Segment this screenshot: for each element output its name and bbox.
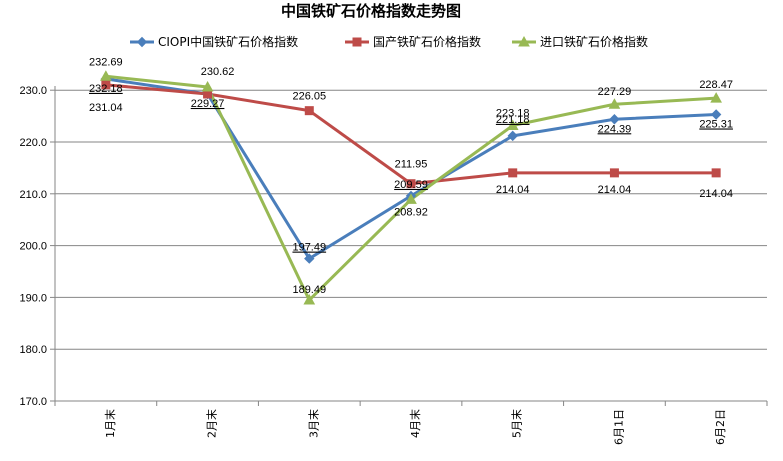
point-series-2	[304, 106, 314, 116]
chart-title: 中国铁矿石价格指数走势图	[281, 2, 461, 20]
point-series-1	[507, 130, 518, 142]
point-series-3	[100, 70, 112, 81]
point-series-3	[608, 98, 621, 109]
data-label: 221.18	[496, 114, 530, 126]
legend-marker-1	[136, 36, 148, 48]
data-label: 211.95	[395, 159, 428, 171]
data-label: 232.18	[89, 83, 123, 95]
legend-marker-3	[518, 35, 530, 47]
x-tick-label: 1月末	[103, 409, 117, 438]
data-label: 197.49	[292, 242, 326, 254]
point-series-1	[304, 253, 315, 264]
point-series-2	[508, 168, 518, 178]
data-label: 225.31	[699, 118, 733, 130]
data-label: 229.27	[191, 98, 225, 110]
legend-label-1: CIOPI中国铁矿石价格指数	[158, 34, 298, 49]
point-series-3	[201, 80, 214, 92]
y-tick-label: 220.0	[19, 137, 47, 149]
data-label: 224.39	[598, 123, 632, 135]
point-series-3	[303, 294, 316, 305]
point-series-2	[406, 179, 416, 189]
x-tick-label: 4月末	[408, 409, 422, 438]
point-series-1	[710, 109, 722, 120]
y-tick-label: 180.0	[19, 344, 47, 356]
y-tick-label: 210.0	[19, 189, 47, 201]
y-tick-label: 190.0	[19, 292, 47, 304]
x-tick-label: 3月末	[306, 409, 320, 438]
grid	[55, 89, 767, 350]
data-label: 214.04	[699, 188, 733, 200]
y-tick-label: 200.0	[19, 241, 47, 253]
point-series-1	[609, 114, 620, 125]
axes: 170.0 180.0 190.0 200.0 210.0 220.0 230.0 1月末 2月…	[19, 85, 768, 445]
data-label: 230.62	[201, 66, 235, 78]
legend-marker-2	[352, 37, 362, 47]
point-series-3	[405, 193, 417, 204]
data-label: 223.18	[496, 108, 530, 120]
data-label: 208.92	[394, 206, 428, 218]
data-label: 209.59	[394, 179, 428, 191]
data-label: 228.47	[699, 79, 733, 91]
point-series-2	[101, 80, 111, 90]
legend-label-3: 进口铁矿石价格指数	[540, 34, 648, 49]
data-label: 214.04	[598, 184, 632, 196]
point-series-3	[506, 119, 519, 131]
legend: CIOPI中国铁矿石价格指数 国产铁矿石价格指数 进口铁矿石价格指数	[130, 34, 648, 49]
x-tick-label: 5月末	[510, 409, 524, 438]
data-label: 231.04	[89, 102, 123, 114]
data-label: 226.05	[292, 91, 326, 103]
x-tick-label: 2月末	[205, 409, 219, 438]
point-series-2	[609, 168, 619, 178]
data-label: 189.49	[292, 284, 326, 296]
y-tick-label: 230.0	[19, 85, 47, 97]
legend-label-2: 国产铁矿石价格指数	[373, 34, 481, 49]
markers	[100, 70, 722, 305]
data-label: 227.29	[598, 86, 632, 98]
y-tick-label: 170.0	[19, 396, 47, 408]
data-label: 232.69	[89, 56, 123, 68]
point-series-2	[711, 168, 721, 178]
data-labels: 232.18 229.27 197.49 209.59 221.18 224.39 225.…	[89, 56, 733, 296]
x-tick-label: 6月2日	[714, 409, 727, 445]
x-tick-label: 6月1日	[612, 409, 625, 445]
point-series-3	[710, 92, 722, 103]
data-label: 214.04	[496, 184, 530, 196]
